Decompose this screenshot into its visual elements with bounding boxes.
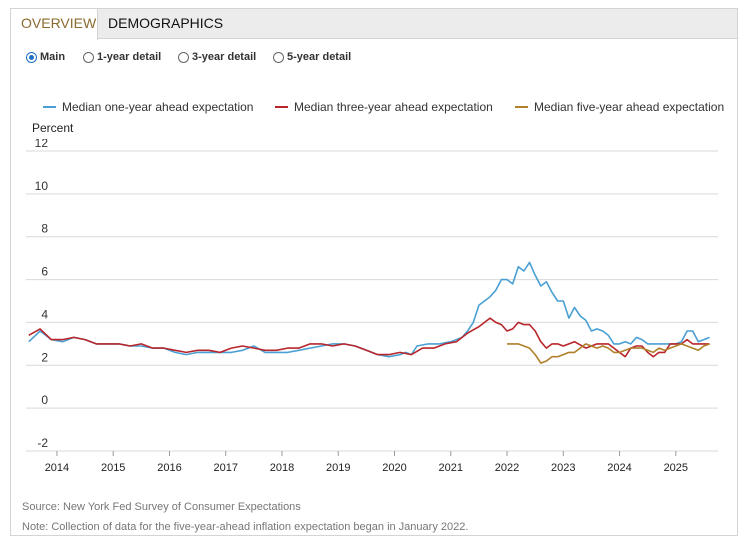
legend-label: Median three-year ahead expectation <box>294 100 493 114</box>
radio-3-year-detail-label: 3-year detail <box>192 51 257 63</box>
tab-bar: OVERVIEW DEMOGRAPHICS <box>11 9 737 40</box>
legend-swatch <box>275 106 288 108</box>
radio-main-label: Main <box>40 51 66 63</box>
y-tick-label: 4 <box>41 307 48 321</box>
footnote: Note: Collection of data for the five-ye… <box>22 521 469 533</box>
x-tick-label: 2014 <box>45 462 69 474</box>
legend-swatch <box>515 106 528 108</box>
x-tick-label: 2020 <box>382 462 406 474</box>
series-line-2 <box>28 317 710 358</box>
radio-selected-icon <box>26 52 37 63</box>
x-tick-label: 2023 <box>551 462 575 474</box>
source-note: Source: New York Fed Survey of Consumer … <box>22 501 301 513</box>
x-tick-label: 2022 <box>495 462 519 474</box>
radio-unselected-icon <box>83 52 94 63</box>
tab-demographics[interactable]: DEMOGRAPHICS <box>108 15 224 31</box>
radio-main[interactable]: Main <box>26 51 65 63</box>
radio-1-year-detail-label: 1-year detail <box>97 51 162 63</box>
legend-swatch <box>43 106 56 108</box>
series-line-3 <box>507 343 710 364</box>
tab-overview[interactable]: OVERVIEW <box>11 9 98 40</box>
chart-panel: OVERVIEW DEMOGRAPHICS Main 1-year detail… <box>10 8 738 536</box>
legend-item-one-year[interactable]: Median one-year ahead expectation <box>43 100 253 114</box>
legend-item-five-year[interactable]: Median five-year ahead expectation <box>515 100 724 114</box>
x-tick-label: 2021 <box>439 462 463 474</box>
series-line-1 <box>28 261 710 358</box>
y-tick-label: -2 <box>37 436 48 450</box>
x-tick-label: 2018 <box>270 462 294 474</box>
x-tick-label: 2015 <box>101 462 125 474</box>
radio-3-year-detail[interactable]: 3-year detail <box>178 51 256 63</box>
x-tick-label: 2025 <box>664 462 688 474</box>
radio-unselected-icon <box>178 52 189 63</box>
y-tick-label: 10 <box>35 179 49 193</box>
x-tick-label: 2019 <box>326 462 350 474</box>
line-chart: 12 10 8 6 4 2 0 -2 2014 2015 2016 2017 2018 2019 2020 2… <box>26 139 718 474</box>
legend-label: Median one-year ahead expectation <box>62 100 254 114</box>
radio-unselected-icon <box>273 52 284 63</box>
y-tick-label: 8 <box>41 222 48 236</box>
x-tick-label: 2016 <box>157 462 181 474</box>
y-tick-label: 6 <box>41 265 48 279</box>
legend-label: Median five-year ahead expectation <box>534 100 725 114</box>
y-tick-label: 0 <box>41 393 48 407</box>
legend-item-three-year[interactable]: Median three-year ahead expectation <box>275 100 493 114</box>
x-tick-label: 2024 <box>607 462 631 474</box>
y-tick-label: 12 <box>35 139 49 150</box>
y-tick-label: 2 <box>41 350 48 364</box>
radio-5-year-detail[interactable]: 5-year detail <box>273 51 351 63</box>
radio-1-year-detail[interactable]: 1-year detail <box>83 51 161 63</box>
y-axis-title: Percent <box>32 121 74 135</box>
x-tick-label: 2017 <box>213 462 237 474</box>
radio-5-year-detail-label: 5-year detail <box>287 51 352 63</box>
